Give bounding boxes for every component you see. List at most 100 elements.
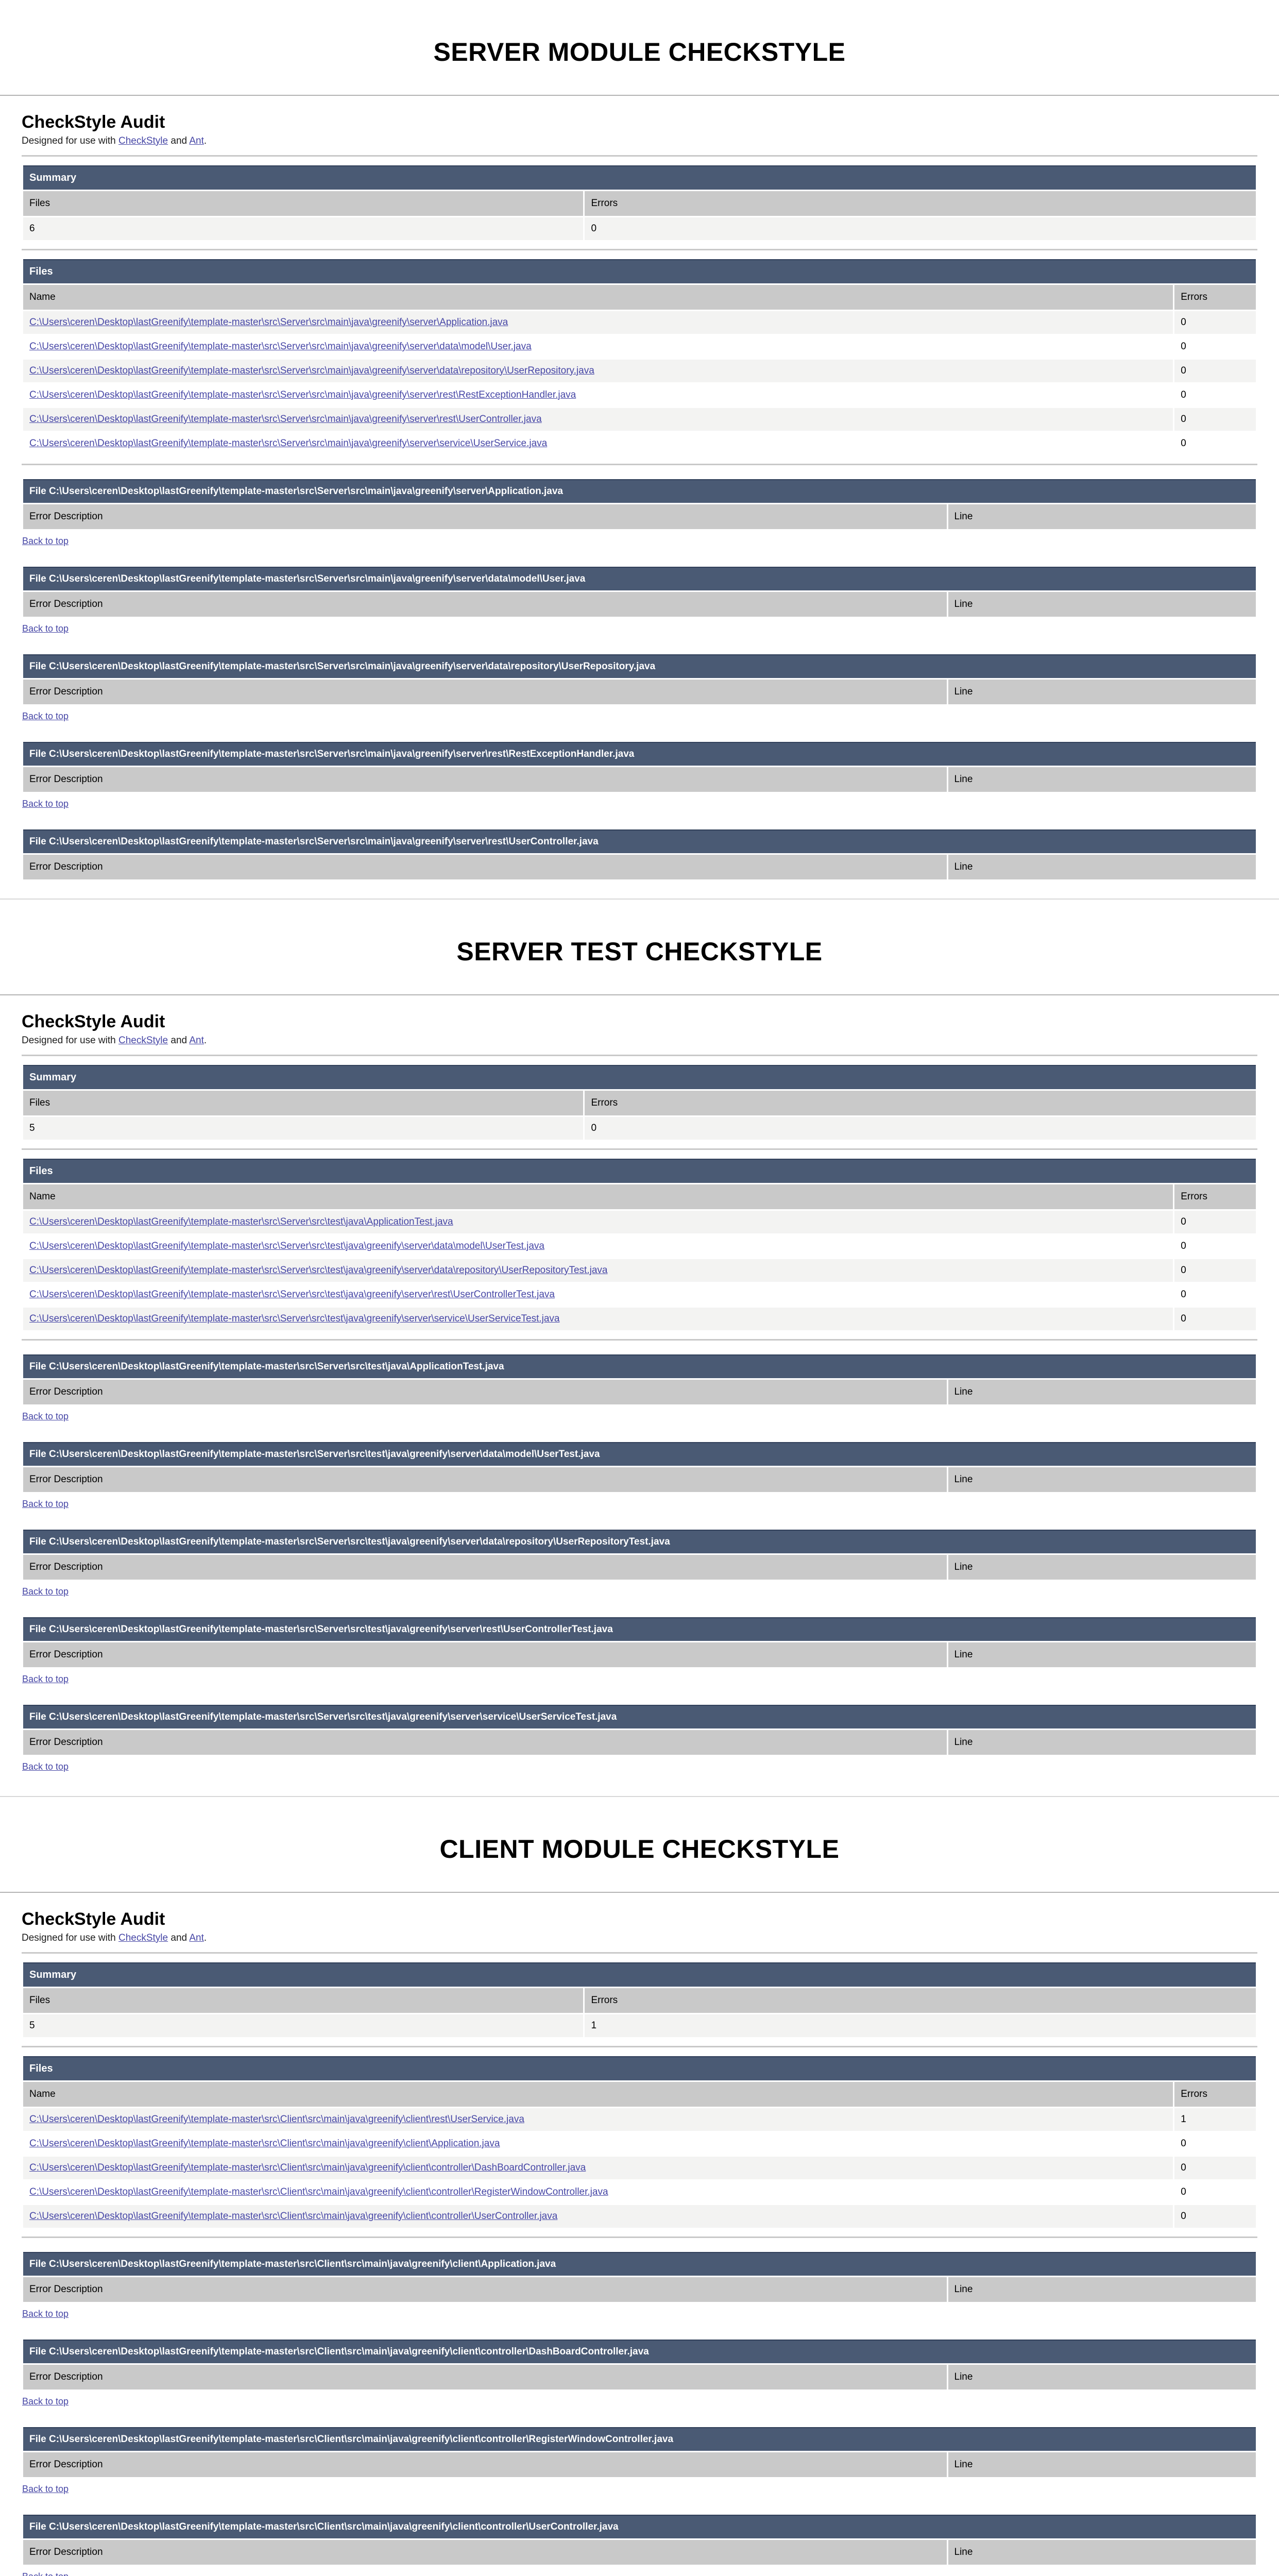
subtitle-period-text: .: [203, 1035, 207, 1046]
file-row: C:\Users\ceren\Desktop\lastGreenify\temp…: [23, 360, 1256, 382]
file-link[interactable]: C:\Users\ceren\Desktop\lastGreenify\temp…: [29, 2138, 500, 2149]
error-description-column-header: Error Description: [23, 1555, 947, 1580]
file-link[interactable]: C:\Users\ceren\Desktop\lastGreenify\temp…: [29, 1313, 560, 1324]
horizontal-divider: [22, 1148, 1257, 1150]
line-column-header: Line: [948, 2452, 1256, 2477]
file-row: C:\Users\ceren\Desktop\lastGreenify\temp…: [23, 2205, 1256, 2228]
section-heading: SERVER MODULE CHECKSTYLE: [433, 38, 846, 66]
file-errors-cell: 0: [1174, 2205, 1256, 2228]
checkstyle-report-section: CLIENT MODULE CHECKSTYLE CheckStyle Audi…: [0, 1834, 1279, 2576]
file-link[interactable]: C:\Users\ceren\Desktop\lastGreenify\temp…: [29, 1289, 555, 1300]
file-link[interactable]: C:\Users\ceren\Desktop\lastGreenify\temp…: [29, 1265, 608, 1276]
file-errors-table: File C:\Users\ceren\Desktop\lastGreenify…: [22, 828, 1257, 881]
file-errors-table: File C:\Users\ceren\Desktop\lastGreenify…: [22, 478, 1257, 531]
file-row: C:\Users\ceren\Desktop\lastGreenify\temp…: [23, 1259, 1256, 1282]
file-errors-table: File C:\Users\ceren\Desktop\lastGreenify…: [22, 2338, 1257, 2391]
files-table: Files Name Errors C:\Users\ceren\Desktop…: [22, 1157, 1257, 1332]
file-name-cell: C:\Users\ceren\Desktop\lastGreenify\temp…: [23, 1283, 1173, 1306]
error-description-column-header: Error Description: [23, 1642, 947, 1667]
file-errors-cell: 0: [1174, 432, 1256, 455]
error-description-column-header: Error Description: [23, 1467, 947, 1492]
subtitle-and-text: and: [170, 135, 187, 146]
file-header-row: File C:\Users\ceren\Desktop\lastGreenify…: [23, 2252, 1256, 2276]
report-subtitle: Designed for use with CheckStyle and Ant…: [22, 1933, 1257, 1944]
checkstyle-link[interactable]: CheckStyle: [118, 1035, 168, 1046]
file-link[interactable]: C:\Users\ceren\Desktop\lastGreenify\temp…: [29, 341, 532, 352]
back-to-top-link[interactable]: Back to top: [22, 1761, 69, 1772]
back-to-top-link[interactable]: Back to top: [22, 536, 69, 546]
ant-link[interactable]: Ant: [189, 135, 204, 146]
file-link[interactable]: C:\Users\ceren\Desktop\lastGreenify\temp…: [29, 2211, 558, 2222]
files-table-body: C:\Users\ceren\Desktop\lastGreenify\temp…: [23, 2108, 1256, 2228]
name-column-header: Name: [23, 1184, 1173, 1209]
file-link[interactable]: C:\Users\ceren\Desktop\lastGreenify\temp…: [29, 1216, 453, 1227]
summary-values-row: 5 0: [23, 1117, 1256, 1140]
checkstyle-report: CheckStyle Audit Designed for use with C…: [0, 1892, 1279, 2576]
back-to-top-link[interactable]: Back to top: [22, 2484, 69, 2494]
back-to-top-link[interactable]: Back to top: [22, 1674, 69, 1684]
error-column-header-row: Error Description Line: [23, 2277, 1256, 2302]
file-link[interactable]: C:\Users\ceren\Desktop\lastGreenify\temp…: [29, 389, 576, 400]
file-header-row: File C:\Users\ceren\Desktop\lastGreenify…: [23, 2515, 1256, 2538]
checkstyle-link[interactable]: CheckStyle: [118, 1933, 168, 1943]
back-to-top-link[interactable]: Back to top: [22, 1499, 69, 1509]
ant-link[interactable]: Ant: [189, 1933, 204, 1943]
file-row: C:\Users\ceren\Desktop\lastGreenify\temp…: [23, 311, 1256, 334]
file-row: C:\Users\ceren\Desktop\lastGreenify\temp…: [23, 2181, 1256, 2204]
summary-header-row: Summary: [23, 1065, 1256, 1089]
errors-column-header: Errors: [585, 191, 1256, 216]
file-link[interactable]: C:\Users\ceren\Desktop\lastGreenify\temp…: [29, 317, 508, 328]
files-header-bar: Files: [23, 259, 1256, 283]
error-description-column-header: Error Description: [23, 767, 947, 792]
back-to-top-link[interactable]: Back to top: [22, 2571, 69, 2576]
error-column-header-row: Error Description Line: [23, 1467, 1256, 1492]
file-name-cell: C:\Users\ceren\Desktop\lastGreenify\temp…: [23, 432, 1173, 455]
line-column-header: Line: [948, 1467, 1256, 1492]
summary-errors-value: 1: [585, 2014, 1256, 2037]
file-row: C:\Users\ceren\Desktop\lastGreenify\temp…: [23, 2108, 1256, 2131]
file-row: C:\Users\ceren\Desktop\lastGreenify\temp…: [23, 2132, 1256, 2155]
error-column-header-row: Error Description Line: [23, 2540, 1256, 2565]
files-column-header-row: Name Errors: [23, 2082, 1256, 2107]
subtitle-and-text: and: [170, 1035, 187, 1046]
back-to-top-link[interactable]: Back to top: [22, 799, 69, 809]
file-link[interactable]: C:\Users\ceren\Desktop\lastGreenify\temp…: [29, 2114, 524, 2125]
back-to-top-link[interactable]: Back to top: [22, 711, 69, 721]
file-header-bar: File C:\Users\ceren\Desktop\lastGreenify…: [23, 2427, 1256, 2451]
back-to-top-link[interactable]: Back to top: [22, 2309, 69, 2319]
file-link[interactable]: C:\Users\ceren\Desktop\lastGreenify\temp…: [29, 1241, 544, 1251]
file-errors-table: File C:\Users\ceren\Desktop\lastGreenify…: [22, 653, 1257, 706]
name-column-header: Name: [23, 2082, 1173, 2107]
file-link[interactable]: C:\Users\ceren\Desktop\lastGreenify\temp…: [29, 414, 542, 425]
checkstyle-reports-document: SERVER MODULE CHECKSTYLE CheckStyle Audi…: [0, 37, 1279, 2576]
line-column-header: Line: [948, 855, 1256, 879]
file-header-row: File C:\Users\ceren\Desktop\lastGreenify…: [23, 654, 1256, 678]
summary-files-value: 5: [23, 2014, 584, 2037]
file-report-block: File C:\Users\ceren\Desktop\lastGreenify…: [22, 828, 1257, 881]
error-description-column-header: Error Description: [23, 504, 947, 529]
back-to-top-link[interactable]: Back to top: [22, 623, 69, 634]
back-to-top-link[interactable]: Back to top: [22, 1411, 69, 1421]
file-report-block: File C:\Users\ceren\Desktop\lastGreenify…: [22, 1353, 1257, 1428]
back-to-top-link[interactable]: Back to top: [22, 1586, 69, 1597]
back-to-top-link[interactable]: Back to top: [22, 2396, 69, 2406]
file-row: C:\Users\ceren\Desktop\lastGreenify\temp…: [23, 335, 1256, 358]
summary-header-row: Summary: [23, 1962, 1256, 1987]
name-column-header: Name: [23, 285, 1173, 310]
subtitle-period-text: .: [203, 1933, 207, 1943]
file-link[interactable]: C:\Users\ceren\Desktop\lastGreenify\temp…: [29, 365, 594, 376]
file-errors-cell: 0: [1174, 360, 1256, 382]
file-header-row: File C:\Users\ceren\Desktop\lastGreenify…: [23, 829, 1256, 853]
file-link[interactable]: C:\Users\ceren\Desktop\lastGreenify\temp…: [29, 2187, 608, 2197]
file-link[interactable]: C:\Users\ceren\Desktop\lastGreenify\temp…: [29, 2162, 586, 2173]
horizontal-divider: [22, 1952, 1257, 1954]
summary-header-row: Summary: [23, 165, 1256, 190]
errors-column-header: Errors: [1174, 285, 1256, 310]
ant-link[interactable]: Ant: [189, 1035, 204, 1046]
file-row: C:\Users\ceren\Desktop\lastGreenify\temp…: [23, 1211, 1256, 1233]
file-link[interactable]: C:\Users\ceren\Desktop\lastGreenify\temp…: [29, 438, 548, 449]
errors-column-header: Errors: [585, 1988, 1256, 2013]
checkstyle-link[interactable]: CheckStyle: [118, 135, 168, 146]
file-report-block: File C:\Users\ceren\Desktop\lastGreenify…: [22, 1616, 1257, 1691]
file-name-cell: C:\Users\ceren\Desktop\lastGreenify\temp…: [23, 384, 1173, 406]
